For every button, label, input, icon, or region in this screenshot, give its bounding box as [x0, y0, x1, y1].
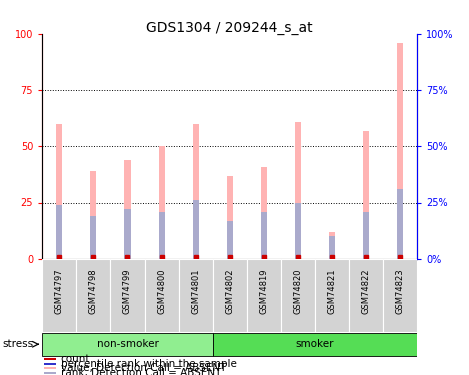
Bar [329, 236, 335, 259]
Bar [91, 216, 97, 259]
Bar [261, 166, 267, 259]
Text: GSM74822: GSM74822 [362, 269, 371, 314]
Bar [193, 124, 199, 259]
Text: non-smoker: non-smoker [97, 339, 159, 349]
Bar [213, 259, 247, 332]
Bar [193, 200, 199, 259]
Text: smoker: smoker [296, 339, 334, 349]
Bar [159, 211, 165, 259]
Bar [397, 43, 403, 259]
Bar [42, 333, 213, 356]
Bar [213, 333, 417, 356]
Bar [315, 259, 349, 332]
Bar [349, 259, 383, 332]
Bar [179, 259, 213, 332]
Bar [397, 189, 403, 259]
Text: rank, Detection Call = ABSENT: rank, Detection Call = ABSENT [61, 368, 221, 375]
Bar [227, 176, 233, 259]
Text: GSM74819: GSM74819 [259, 269, 268, 314]
Bar [76, 259, 110, 332]
Text: GSM74821: GSM74821 [328, 269, 337, 314]
Text: percentile rank within the sample: percentile rank within the sample [61, 359, 237, 369]
Bar [44, 367, 56, 369]
Text: value, Detection Call = ABSENT: value, Detection Call = ABSENT [61, 363, 226, 373]
Bar [124, 209, 130, 259]
Bar [42, 259, 76, 332]
Bar [295, 122, 301, 259]
Text: GSM74798: GSM74798 [89, 269, 98, 315]
Bar [261, 211, 267, 259]
Text: GSM74820: GSM74820 [294, 269, 303, 314]
Bar [329, 232, 335, 259]
Bar [247, 259, 281, 332]
Text: GSM74799: GSM74799 [123, 269, 132, 314]
Bar [227, 220, 233, 259]
Text: GSM74801: GSM74801 [191, 269, 200, 314]
Bar [56, 205, 62, 259]
Bar [44, 358, 56, 360]
Text: stress: stress [2, 339, 33, 349]
Bar [144, 259, 179, 332]
Text: GSM74797: GSM74797 [55, 269, 64, 315]
Bar [91, 171, 97, 259]
Text: GSM74802: GSM74802 [225, 269, 234, 314]
Bar [44, 363, 56, 365]
Text: GDS1304 / 209244_s_at: GDS1304 / 209244_s_at [146, 21, 313, 34]
Bar [383, 259, 417, 332]
Bar [44, 372, 56, 374]
Bar [363, 211, 369, 259]
Bar [124, 160, 130, 259]
Bar [110, 259, 144, 332]
Bar [281, 259, 315, 332]
Bar [363, 130, 369, 259]
Text: GSM74823: GSM74823 [396, 269, 405, 315]
Text: GSM74800: GSM74800 [157, 269, 166, 314]
Bar [56, 124, 62, 259]
Bar [159, 146, 165, 259]
Bar [295, 202, 301, 259]
Text: count: count [61, 354, 90, 364]
